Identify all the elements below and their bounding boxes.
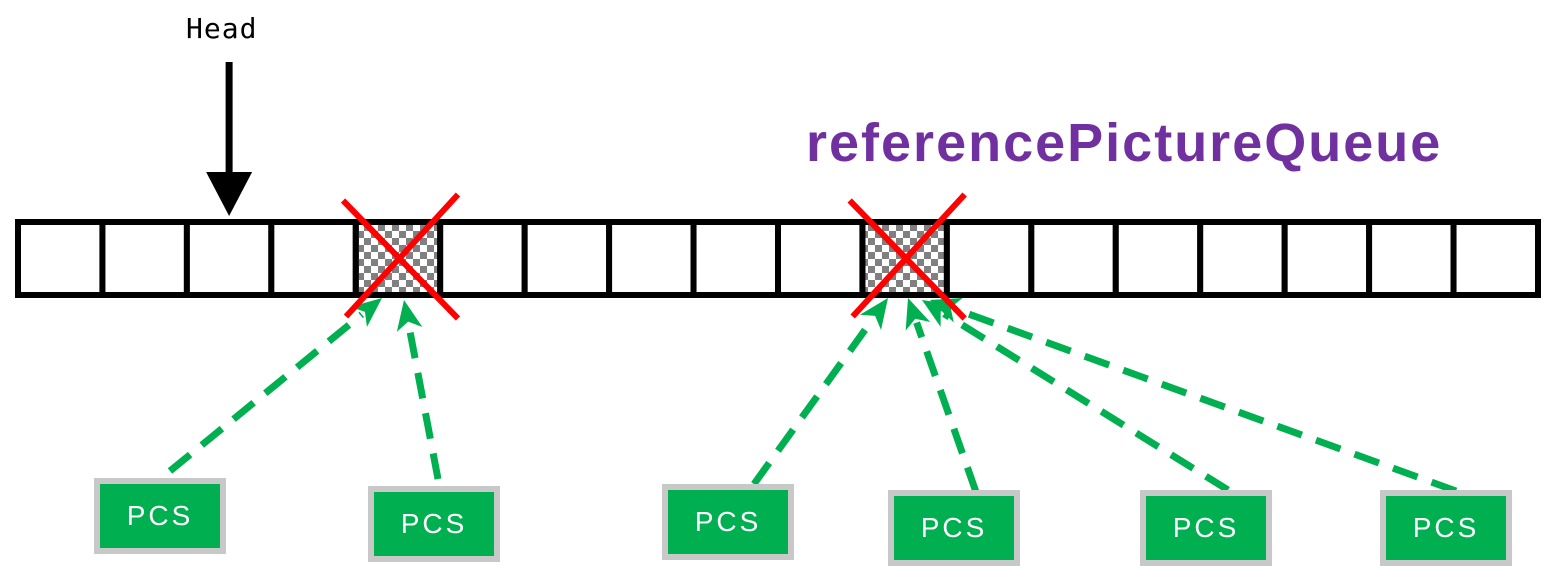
reference-arrow-head — [396, 300, 423, 332]
queue-slot — [99, 219, 190, 298]
pcs-box: PCS — [368, 486, 500, 562]
removed-x-mark — [340, 192, 461, 321]
pcs-box: PCS — [1140, 490, 1272, 566]
pcs-box: PCS — [888, 490, 1020, 566]
queue-slot — [1281, 219, 1373, 298]
queue-slots — [15, 219, 1541, 298]
reference-arrow-line — [953, 305, 1458, 495]
queue-slot — [1197, 219, 1288, 298]
queue-slot — [690, 219, 781, 298]
queue-title: referencePictureQueue — [806, 113, 1443, 173]
pcs-label: PCS — [920, 512, 988, 543]
pcs-label: PCS — [1172, 512, 1240, 543]
head-arrow-tip — [206, 172, 253, 216]
pcs-label: PCS — [126, 500, 194, 531]
queue-slot — [943, 219, 1035, 298]
queue-slot — [1112, 219, 1204, 298]
queue-slot — [606, 219, 697, 298]
pcs-box: PCS — [1380, 490, 1512, 566]
pcs-box: PCS — [94, 478, 226, 554]
queue-slot — [1450, 219, 1541, 298]
reference-arrow-line — [167, 311, 365, 474]
queue-slot — [15, 219, 106, 298]
queue-slot — [775, 219, 866, 298]
pcs-box: PCS — [662, 484, 794, 560]
reference-arrow-line — [405, 324, 442, 480]
reference-arrow-line — [751, 317, 876, 487]
pcs-label: PCS — [1412, 512, 1480, 543]
queue-slot — [268, 219, 359, 298]
reference-arrow-head — [905, 298, 931, 331]
queue-slot — [183, 219, 275, 298]
pcs-label: PCS — [400, 508, 468, 539]
pcs-label: PCS — [694, 506, 762, 537]
queue-slot — [437, 219, 528, 298]
queue-slot — [1366, 219, 1457, 298]
reference-arrow-head — [859, 298, 888, 330]
removed-x-mark — [847, 192, 967, 321]
head-arrow — [206, 62, 253, 216]
removed-marks — [340, 192, 967, 321]
reference-arrow-line — [913, 321, 980, 494]
reference-arrows — [167, 298, 1458, 495]
reference-arrow-line — [942, 310, 1230, 493]
queue-slot — [1028, 219, 1119, 298]
head-label: Head — [186, 12, 258, 45]
queue-slot — [521, 219, 613, 298]
